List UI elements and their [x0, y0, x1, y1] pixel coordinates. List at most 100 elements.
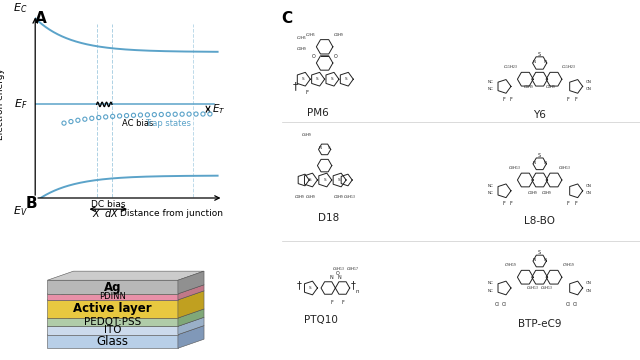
- Text: N: N: [533, 161, 536, 165]
- Text: S: S: [338, 178, 340, 182]
- Text: PTQ10: PTQ10: [304, 315, 338, 325]
- Text: Trap states: Trap states: [145, 118, 191, 127]
- Text: N: N: [543, 60, 546, 64]
- Text: F: F: [567, 201, 570, 206]
- Point: [115, 113, 125, 119]
- Text: $C_6H_{13}$: $C_6H_{13}$: [332, 265, 346, 273]
- Point: [129, 112, 139, 118]
- Polygon shape: [178, 317, 204, 335]
- Text: S: S: [309, 178, 312, 182]
- Text: $E_F$: $E_F$: [14, 98, 28, 111]
- Text: †: †: [293, 81, 299, 91]
- Text: A: A: [35, 11, 47, 26]
- Text: F: F: [574, 201, 577, 206]
- Text: PEDOT:PSS: PEDOT:PSS: [84, 317, 141, 327]
- Text: F: F: [509, 97, 513, 102]
- Text: $C_9H_{19}$: $C_9H_{19}$: [562, 261, 575, 269]
- Text: F: F: [567, 97, 570, 102]
- Text: $C_4H_9$: $C_4H_9$: [333, 31, 345, 39]
- Text: CN: CN: [586, 282, 592, 285]
- Point: [73, 117, 83, 123]
- Text: Cl: Cl: [501, 302, 506, 307]
- Point: [149, 112, 159, 117]
- Point: [191, 111, 201, 117]
- Point: [80, 116, 90, 122]
- Text: Glass: Glass: [97, 335, 129, 348]
- Text: $E_C$: $E_C$: [13, 2, 28, 15]
- Text: $C_6H_{13}$: $C_6H_{13}$: [540, 285, 554, 292]
- Text: O: O: [335, 271, 339, 276]
- Text: N: N: [330, 275, 333, 280]
- Text: F: F: [509, 201, 513, 206]
- Text: Active layer: Active layer: [74, 302, 152, 315]
- Point: [59, 120, 69, 126]
- Polygon shape: [47, 285, 204, 294]
- Text: CN: CN: [586, 80, 592, 84]
- Text: Electron energy: Electron energy: [0, 68, 5, 140]
- Text: F: F: [502, 201, 505, 206]
- Polygon shape: [47, 326, 178, 335]
- Text: $E_V$: $E_V$: [13, 204, 28, 219]
- Text: F: F: [502, 97, 505, 102]
- Text: Ag: Ag: [104, 280, 122, 293]
- Polygon shape: [47, 317, 204, 326]
- Text: $C_{11}H_{23}$: $C_{11}H_{23}$: [504, 63, 518, 71]
- Text: †: †: [297, 280, 302, 290]
- Text: F: F: [341, 300, 344, 305]
- Text: $C_4H_9$: $C_4H_9$: [296, 45, 307, 53]
- Text: S: S: [309, 286, 312, 290]
- Point: [142, 112, 152, 118]
- Text: n: n: [355, 289, 358, 294]
- Text: $C_4H_9$: $C_4H_9$: [523, 83, 534, 91]
- Polygon shape: [47, 271, 204, 280]
- Text: BTP-eC9: BTP-eC9: [518, 319, 561, 329]
- Text: N: N: [543, 258, 546, 262]
- Text: NC: NC: [487, 87, 493, 91]
- Text: $C_4H_9$: $C_4H_9$: [294, 193, 305, 201]
- Text: $C_4H_9$: $C_4H_9$: [333, 193, 345, 201]
- Text: ITO: ITO: [104, 325, 122, 336]
- Text: S: S: [323, 178, 326, 182]
- Text: $X$: $X$: [92, 207, 101, 219]
- Text: S: S: [302, 77, 305, 81]
- Point: [66, 119, 76, 125]
- Text: F: F: [305, 90, 308, 95]
- Text: †: †: [351, 280, 356, 290]
- Text: Cl: Cl: [494, 302, 499, 307]
- Point: [122, 113, 132, 118]
- Text: $C_4H_9$: $C_4H_9$: [541, 189, 552, 197]
- Polygon shape: [47, 309, 204, 318]
- Text: S: S: [328, 147, 330, 150]
- Point: [93, 115, 104, 121]
- Text: S: S: [316, 77, 319, 81]
- Text: $C_{11}H_{23}$: $C_{11}H_{23}$: [561, 63, 576, 71]
- Point: [86, 116, 97, 121]
- Polygon shape: [178, 309, 204, 326]
- Text: $C_6H_{13}$: $C_6H_{13}$: [526, 285, 539, 292]
- Text: $C_8H_{13}$: $C_8H_{13}$: [558, 164, 572, 172]
- Text: D18: D18: [317, 213, 339, 223]
- Text: $E_T$: $E_T$: [212, 102, 225, 116]
- Text: N: N: [543, 161, 546, 165]
- Text: Cl: Cl: [566, 302, 571, 307]
- Text: F: F: [330, 300, 333, 305]
- Polygon shape: [47, 294, 178, 300]
- Polygon shape: [47, 325, 204, 335]
- Text: AC bias: AC bias: [122, 118, 153, 127]
- Text: N: N: [337, 275, 341, 280]
- Polygon shape: [47, 300, 178, 318]
- Text: N: N: [319, 147, 322, 150]
- Point: [198, 111, 208, 117]
- Text: NC: NC: [487, 282, 493, 285]
- Polygon shape: [178, 285, 204, 300]
- Text: $C_8H_{17}$: $C_8H_{17}$: [346, 265, 360, 273]
- Polygon shape: [178, 291, 204, 318]
- Text: $C_4H_9$: $C_4H_9$: [545, 83, 556, 91]
- Text: S: S: [538, 153, 541, 158]
- Text: CN: CN: [586, 184, 592, 188]
- Text: F: F: [574, 97, 577, 102]
- Text: $C_4H_9$: $C_4H_9$: [527, 189, 538, 197]
- Point: [170, 111, 180, 117]
- Text: $C_6H_9$: $C_6H_9$: [305, 193, 316, 201]
- Text: L8-BO: L8-BO: [524, 216, 555, 226]
